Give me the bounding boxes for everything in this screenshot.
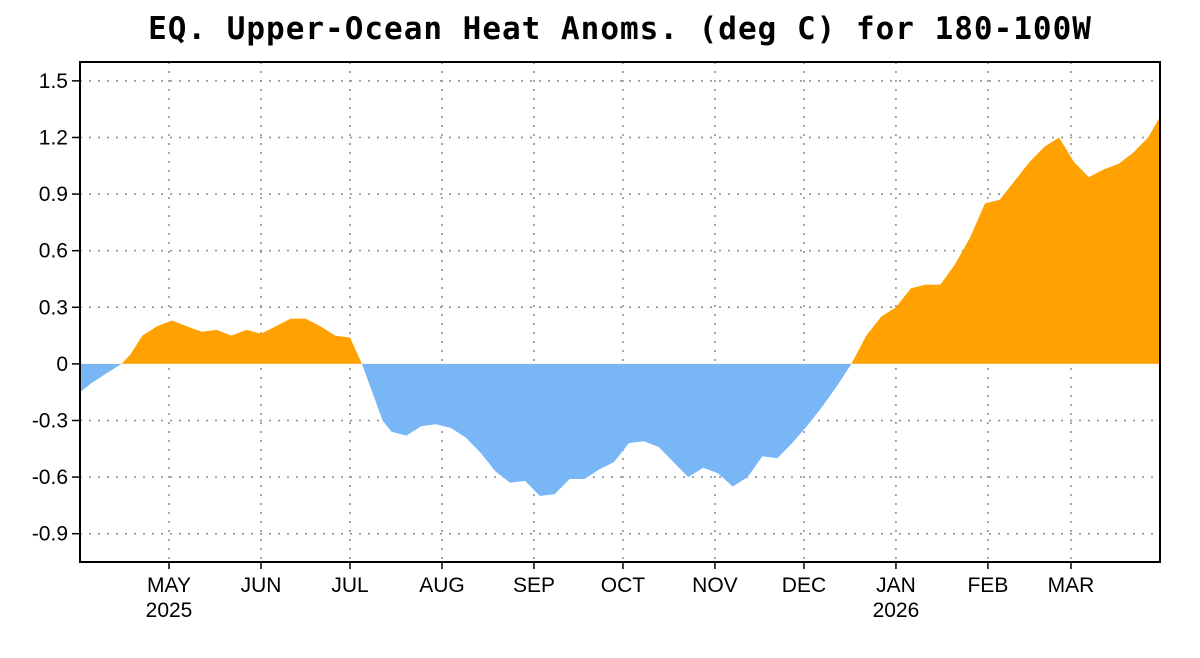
y-tick-label: 0 (56, 353, 68, 376)
x-year-label: 2026 (873, 599, 920, 622)
x-tick-label: JAN (876, 574, 916, 597)
y-tick-label: 0.6 (39, 240, 68, 263)
x-tick-label: NOV (692, 574, 738, 597)
negative-anomaly-area (80, 363, 1160, 496)
y-tick-label: 0.3 (39, 296, 68, 319)
positive-anomaly-area (80, 116, 1160, 364)
y-tick-label: 0.9 (39, 183, 68, 206)
plot-frame (79, 61, 1161, 563)
x-tick-label: MAY (147, 574, 191, 597)
y-axis-ticks: 1.5 1.2 0.9 0.6 0.3 0 -0.3 -0.6 -0.9 (32, 70, 80, 546)
x-year-label: 2025 (146, 599, 193, 622)
x-tick-label: FEB (967, 574, 1008, 597)
x-tick-label: AUG (419, 574, 465, 597)
y-tick-label: 1.2 (39, 126, 68, 149)
y-tick-label: -0.3 (32, 409, 68, 432)
x-tick-label: MAR (1048, 574, 1095, 597)
x-tick-label: JUL (331, 574, 368, 597)
x-tick-label: DEC (782, 574, 826, 597)
chart-title: EQ. Upper-Ocean Heat Anoms. (deg C) for … (148, 11, 1092, 47)
x-tick-label: SEP (513, 574, 555, 597)
y-tick-label: -0.6 (32, 466, 68, 489)
x-tick-label: JUN (241, 574, 282, 597)
anomaly-area (80, 116, 1160, 496)
y-tick-label: 1.5 (39, 70, 68, 93)
x-tick-label: OCT (601, 574, 646, 597)
y-tick-label: -0.9 (32, 523, 68, 546)
